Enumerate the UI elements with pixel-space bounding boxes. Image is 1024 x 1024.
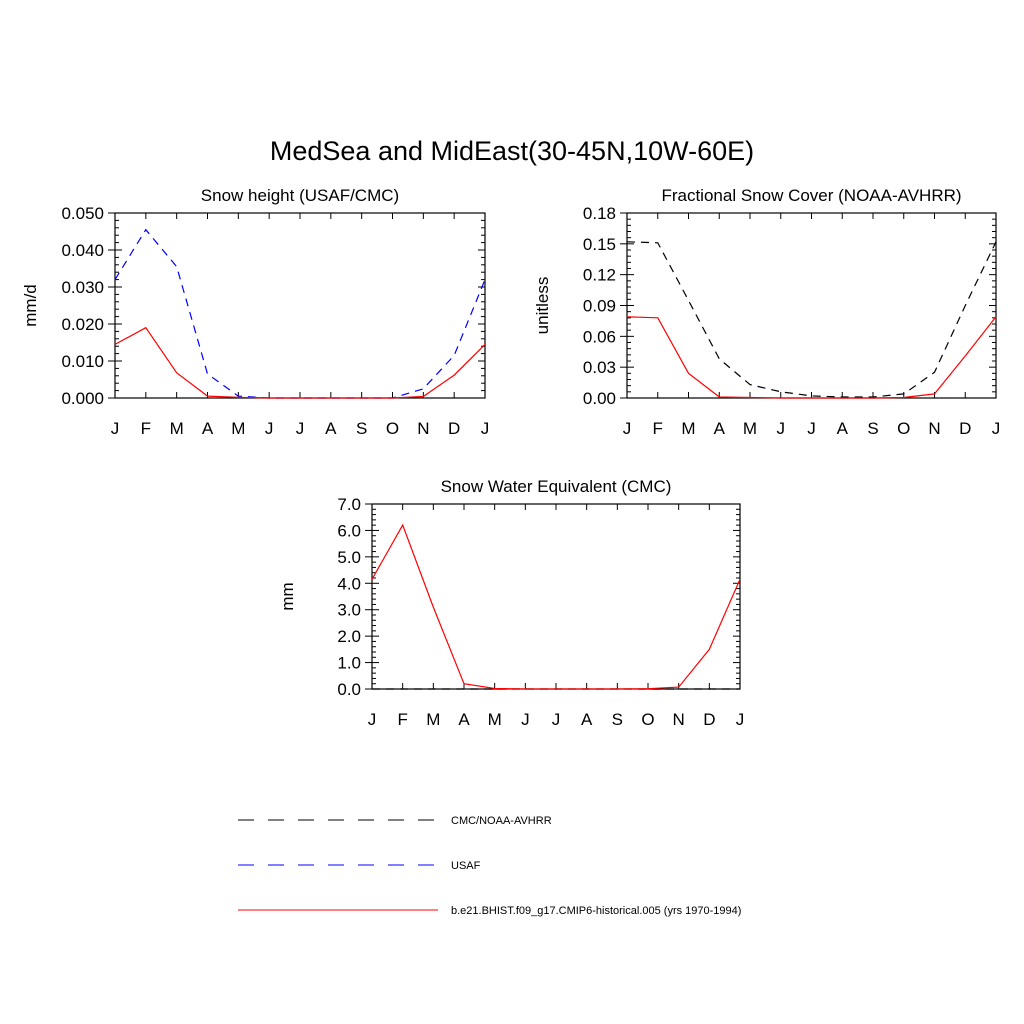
x-tick-label: A — [458, 710, 470, 729]
x-tick-label: M — [170, 419, 184, 438]
y-tick-label: 0.000 — [61, 389, 104, 408]
y-tick-label: 0.00 — [583, 389, 616, 408]
x-tick-label: J — [807, 419, 816, 438]
panel-title: Fractional Snow Cover (NOAA-AVHRR) — [661, 186, 961, 205]
x-tick-label: D — [959, 419, 971, 438]
x-tick-label: O — [897, 419, 910, 438]
y-tick-label: 1.0 — [337, 654, 361, 673]
main-title: MedSea and MidEast(30-45N,10W-60E) — [269, 136, 755, 166]
plot-frame — [371, 503, 741, 690]
plot-frame — [114, 212, 486, 399]
x-tick-label: M — [488, 710, 502, 729]
x-tick-label: M — [681, 419, 695, 438]
panel-snow-cover: Fractional Snow Cover (NOAA-AVHRR) unitle… — [533, 186, 1000, 438]
x-tick-label: F — [141, 419, 151, 438]
x-tick-label: J — [521, 710, 530, 729]
x-tick-label: D — [703, 710, 715, 729]
y-tick-label: 3.0 — [337, 601, 361, 620]
x-tick-label: M — [426, 710, 440, 729]
x-tick-label: J — [111, 419, 120, 438]
x-tick-label: N — [417, 419, 429, 438]
series-line-0 — [626, 241, 997, 398]
panel-title: Snow height (USAF/CMC) — [201, 186, 399, 205]
x-tick-label: S — [356, 419, 367, 438]
legend-label: USAF — [451, 860, 481, 872]
y-tick-label: 0.040 — [61, 241, 104, 260]
y-tick-label: 2.0 — [337, 627, 361, 646]
y-tick-label: 0.15 — [583, 235, 616, 254]
y-tick-label: 0.050 — [61, 204, 104, 223]
x-tick-label: S — [612, 710, 623, 729]
x-tick-label: N — [928, 419, 940, 438]
x-tick-label: M — [231, 419, 245, 438]
y-axis-label: mm/d — [21, 284, 40, 327]
legend-label: CMC/NOAA-AVHRR — [451, 815, 552, 827]
y-tick-label: 6.0 — [337, 521, 361, 540]
x-tick-label: J — [552, 710, 561, 729]
x-tick-label: J — [368, 710, 377, 729]
y-tick-label: 7.0 — [337, 495, 361, 514]
x-tick-label: A — [325, 419, 337, 438]
y-tick-label: 0.12 — [583, 266, 616, 285]
x-tick-label: J — [777, 419, 786, 438]
x-tick-label: M — [743, 419, 757, 438]
y-tick-label: 0.06 — [583, 327, 616, 346]
x-tick-label: O — [386, 419, 399, 438]
panel-swe: Snow Water Equivalent (CMC)mmJ F M A M J J A S O N… — [278, 477, 744, 729]
charts-canvas: Snow height (USAF/CMC)mm/dJ F M A M J J A S O N D J0… — [21, 186, 1000, 729]
panel-snow-height: Snow height (USAF/CMC)mm/dJ F M A M J J A S O N D J0… — [21, 186, 489, 438]
x-tick-label: J — [481, 419, 490, 438]
series-line-0 — [114, 228, 486, 399]
x-tick-label: J — [265, 419, 274, 438]
legend: CMC/NOAA-AVHRR USAF b.e21.BHIST.f09_g17.CM… — [238, 815, 741, 917]
panel-title: Snow Water Equivalent (CMC) — [441, 477, 672, 496]
y-tick-label: 0.020 — [61, 315, 104, 334]
y-tick-label: 0.18 — [583, 204, 616, 223]
y-tick-label: 0.09 — [583, 297, 616, 316]
x-tick-label: J — [736, 710, 745, 729]
y-tick-label: 0.0 — [337, 680, 361, 699]
y-tick-label: 0.030 — [61, 278, 104, 297]
x-tick-label: A — [714, 419, 726, 438]
legend-label: b.e21.BHIST.f09_g17.CMIP6-historical.005… — [451, 905, 741, 917]
x-tick-label: A — [837, 419, 849, 438]
x-tick-label: F — [397, 710, 407, 729]
y-tick-label: 5.0 — [337, 548, 361, 567]
y-tick-label: 0.03 — [583, 358, 616, 377]
y-tick-label: 4.0 — [337, 574, 361, 593]
x-tick-label: J — [296, 419, 305, 438]
x-tick-label: J — [992, 419, 1001, 438]
x-tick-label: O — [641, 710, 654, 729]
x-tick-label: N — [673, 710, 685, 729]
x-tick-label: J — [623, 419, 632, 438]
x-tick-label: A — [202, 419, 214, 438]
series-line-1 — [114, 326, 486, 399]
x-tick-label: S — [867, 419, 878, 438]
y-axis-label: mm — [278, 582, 297, 610]
x-tick-label: A — [581, 710, 593, 729]
plot-frame — [626, 212, 997, 399]
y-axis-label: unitless — [533, 277, 552, 335]
y-tick-label: 0.010 — [61, 352, 104, 371]
x-tick-label: F — [653, 419, 663, 438]
x-tick-label: D — [448, 419, 460, 438]
series-line-1 — [626, 316, 997, 399]
series-line-1 — [371, 523, 741, 690]
